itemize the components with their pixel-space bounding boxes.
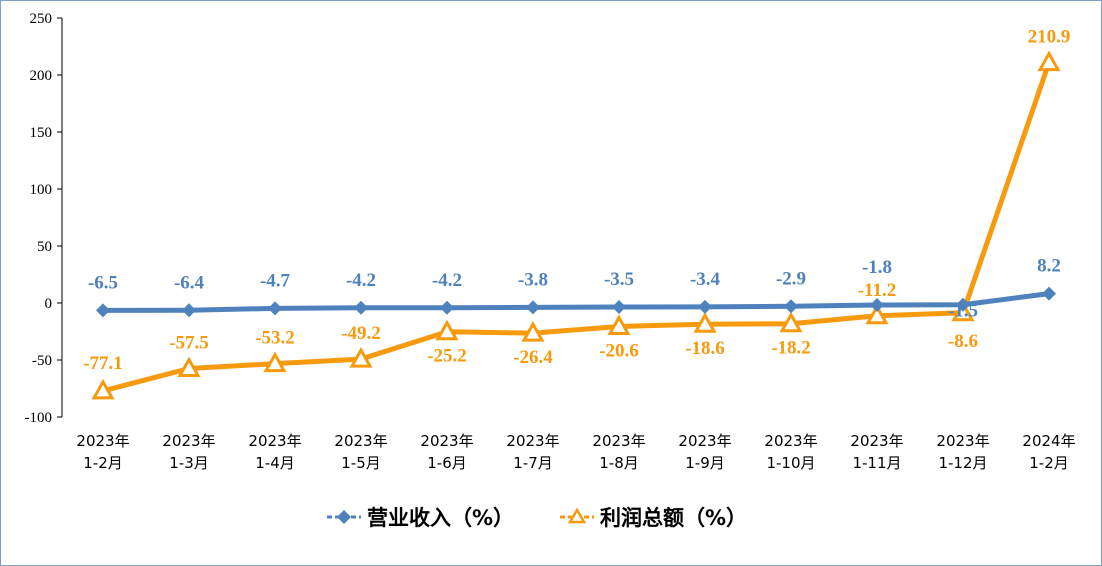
- data-point-1: [1037, 50, 1061, 72]
- data-point-1: [177, 356, 201, 378]
- data-point-1: [263, 351, 287, 373]
- data-point-0: [96, 303, 110, 318]
- data-label-1: -25.2: [427, 346, 467, 367]
- data-label-0: -6.5: [88, 272, 118, 293]
- x-tick-label-month: 1-5月: [341, 454, 381, 472]
- x-tick-label-month: 1-2月: [83, 454, 123, 472]
- y-tick-label: 200: [30, 68, 53, 84]
- y-tick-label: 0: [45, 296, 53, 312]
- x-tick-label-month: 1-4月: [255, 454, 295, 472]
- x-tick-label-year: 2023年: [334, 432, 387, 450]
- data-label-1: -77.1: [83, 353, 123, 374]
- x-tick-label-year: 2023年: [420, 432, 473, 450]
- x-tick-label-month: 1-9月: [685, 454, 725, 472]
- x-tick-label-year: 2023年: [764, 432, 817, 450]
- x-tick-label-year: 2023年: [850, 432, 903, 450]
- data-point-0: [612, 299, 626, 314]
- legend-diamond-icon: [337, 510, 351, 524]
- data-point-0: [870, 298, 884, 313]
- x-tick-label-year: 2023年: [506, 432, 559, 450]
- x-tick-label-month: 1-6月: [427, 454, 467, 472]
- x-tick-label-year: 2023年: [678, 432, 731, 450]
- x-tick-label-year: 2023年: [936, 432, 989, 450]
- x-tick-label-month: 1-2月: [1029, 454, 1069, 472]
- legend-label-1: 利润总额（%）: [600, 506, 747, 530]
- data-label-1: -53.2: [255, 328, 295, 349]
- data-label-1: -11.2: [858, 280, 897, 301]
- legend-label-0: 营业收入（%）: [367, 506, 514, 530]
- series-line-1: [102, 61, 1052, 394]
- data-label-1: -18.2: [771, 338, 811, 359]
- data-label-1: -26.4: [513, 347, 553, 368]
- data-label-0: -1.5: [948, 301, 978, 322]
- data-point-1: [779, 311, 803, 333]
- data-point-0: [784, 299, 798, 314]
- x-tick-label-month: 1-3月: [169, 454, 209, 472]
- data-point-0: [698, 299, 712, 314]
- data-point-1: [435, 319, 459, 341]
- data-point-0: [440, 300, 454, 315]
- x-tick-label-month: 1-7月: [513, 454, 553, 472]
- x-tick-label-month: 1-12月: [938, 454, 987, 472]
- data-point-0: [956, 297, 970, 312]
- x-tick-label-year: 2023年: [248, 432, 301, 450]
- x-tick-label-month: 1-11月: [852, 454, 901, 472]
- data-point-0: [526, 300, 540, 315]
- data-label-0: -2.9: [776, 268, 806, 289]
- data-label-1: -8.6: [948, 331, 978, 352]
- data-label-1: 210.9: [1028, 27, 1071, 48]
- data-label-0: -3.5: [604, 269, 634, 290]
- data-point-1: [607, 314, 631, 335]
- y-tick-label: 250: [30, 11, 53, 27]
- data-label-0: -3.4: [690, 269, 721, 290]
- y-tick-label: -100: [25, 410, 53, 426]
- series-line-0: [102, 291, 1050, 313]
- data-point-1: [693, 312, 717, 333]
- data-point-1: [349, 347, 373, 368]
- data-label-0: -4.2: [346, 270, 376, 291]
- x-tick-label-year: 2023年: [592, 432, 645, 450]
- data-point-0: [1042, 286, 1056, 301]
- y-tick-label: 100: [30, 182, 53, 198]
- data-label-0: -6.4: [174, 272, 205, 293]
- data-point-1: [865, 303, 889, 325]
- legend-triangle-icon: [567, 507, 587, 524]
- data-label-0: -1.8: [862, 257, 892, 278]
- x-tick-label-month: 1-8月: [599, 454, 639, 472]
- data-label-0: -4.7: [260, 270, 291, 291]
- x-tick-label-year: 2023年: [162, 432, 215, 450]
- data-label-1: -18.6: [685, 338, 725, 359]
- data-point-0: [268, 301, 282, 316]
- data-point-1: [521, 321, 545, 342]
- x-tick-label-year: 2024年: [1022, 432, 1075, 450]
- data-point-1: [951, 300, 975, 322]
- data-label-1: -20.6: [599, 340, 639, 361]
- data-label-0: 8.2: [1037, 256, 1061, 277]
- data-label-0: -3.8: [518, 269, 548, 290]
- data-label-1: -57.5: [169, 333, 209, 354]
- y-tick-label: 50: [37, 239, 52, 255]
- data-label-1: -49.2: [341, 323, 381, 344]
- y-tick-label: 150: [30, 125, 53, 141]
- data-point-1: [91, 378, 115, 400]
- x-tick-label-month: 1-10月: [766, 454, 815, 472]
- y-tick-label: -50: [32, 353, 52, 369]
- x-tick-label-year: 2023年: [76, 432, 129, 450]
- data-label-0: -4.2: [432, 270, 462, 291]
- data-point-0: [182, 303, 196, 318]
- data-point-0: [354, 300, 368, 315]
